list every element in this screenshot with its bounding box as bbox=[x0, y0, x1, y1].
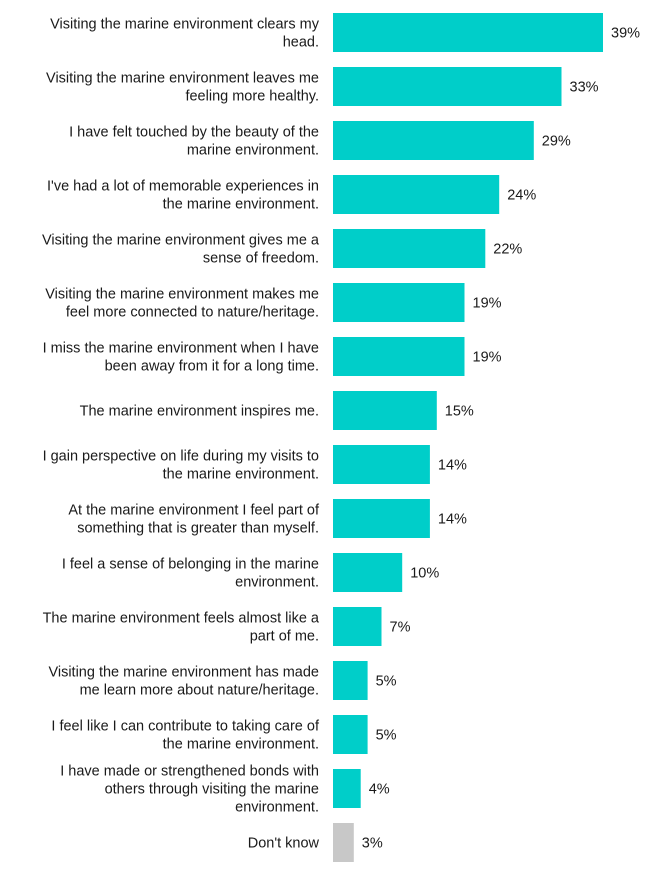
bar-12 bbox=[333, 661, 368, 700]
value-label-4: 22% bbox=[493, 242, 522, 258]
category-label-line: the marine environment. bbox=[163, 197, 319, 213]
bar-1 bbox=[333, 67, 562, 106]
bar-14 bbox=[333, 769, 361, 808]
category-label-line: I've had a lot of memorable experiences … bbox=[47, 179, 319, 195]
category-label-line: feeling more healthy. bbox=[185, 89, 319, 105]
category-label-line: I feel a sense of belonging in the marin… bbox=[62, 557, 319, 573]
category-label-14: I have made or strengthened bonds with ot… bbox=[60, 764, 319, 816]
category-label-line: The marine environment feels almost like… bbox=[43, 611, 320, 627]
category-label-9: At the marine environment I feel part of… bbox=[68, 503, 320, 537]
category-label-13: I feel like I can contribute to taking c… bbox=[51, 719, 320, 753]
category-label-7: The marine environment inspires me. bbox=[80, 404, 319, 420]
category-label-line: sense of freedom. bbox=[203, 251, 319, 267]
value-label-3: 24% bbox=[507, 188, 536, 204]
value-label-8: 14% bbox=[438, 458, 467, 474]
category-label-12: Visiting the marine environment has made… bbox=[48, 665, 319, 699]
bar-8 bbox=[333, 445, 430, 484]
category-label-line: the marine environment. bbox=[163, 737, 319, 753]
value-label-12: 5% bbox=[376, 674, 397, 690]
category-label-line: part of me. bbox=[250, 629, 319, 645]
category-label-line: The marine environment inspires me. bbox=[80, 404, 319, 420]
category-label-line: Visiting the marine environment has made bbox=[48, 665, 319, 681]
category-label-line: At the marine environment I feel part of bbox=[68, 503, 320, 519]
value-label-9: 14% bbox=[438, 512, 467, 528]
bar-7 bbox=[333, 391, 437, 430]
bar-5 bbox=[333, 283, 465, 322]
category-label-line: I have made or strengthened bonds with bbox=[60, 764, 319, 780]
category-label-2: I have felt touched by the beauty of the… bbox=[69, 125, 319, 159]
category-label-5: Visiting the marine environment makes me… bbox=[45, 287, 319, 321]
category-label-line: environment. bbox=[235, 575, 319, 591]
bar-11 bbox=[333, 607, 382, 646]
value-label-5: 19% bbox=[473, 296, 502, 312]
category-label-8: I gain perspective on life during my vis… bbox=[43, 449, 319, 483]
bar-15 bbox=[333, 823, 354, 862]
bar-3 bbox=[333, 175, 500, 214]
value-label-10: 10% bbox=[410, 566, 439, 582]
category-label-line: I have felt touched by the beauty of the bbox=[69, 125, 319, 141]
category-label-3: I've had a lot of memorable experiences … bbox=[47, 179, 319, 213]
category-label-10: I feel a sense of belonging in the marin… bbox=[62, 557, 319, 591]
category-label-line: head. bbox=[283, 35, 319, 51]
value-label-13: 5% bbox=[376, 728, 397, 744]
category-label-line: Visiting the marine environment clears m… bbox=[50, 17, 320, 33]
value-label-11: 7% bbox=[390, 620, 411, 636]
value-label-1: 33% bbox=[570, 80, 599, 96]
value-label-7: 15% bbox=[445, 404, 474, 420]
category-label-line: marine environment. bbox=[187, 143, 319, 159]
category-label-1: Visiting the marine environment leaves m… bbox=[46, 71, 319, 105]
bar-2 bbox=[333, 121, 534, 160]
category-label-4: Visiting the marine environment gives me… bbox=[42, 233, 320, 267]
value-label-6: 19% bbox=[473, 350, 502, 366]
category-label-11: The marine environment feels almost like… bbox=[43, 611, 320, 645]
bar-0 bbox=[333, 13, 603, 52]
bar-6 bbox=[333, 337, 465, 376]
category-label-line: others through visiting the marine bbox=[105, 782, 319, 798]
category-label-line: the marine environment. bbox=[163, 467, 319, 483]
value-label-2: 29% bbox=[542, 134, 571, 150]
category-label-line: been away from it for a long time. bbox=[105, 359, 319, 375]
category-label-15: Don't know bbox=[248, 836, 320, 852]
category-label-0: Visiting the marine environment clears m… bbox=[50, 17, 320, 51]
category-label-line: me learn more about nature/heritage. bbox=[80, 683, 319, 699]
category-label-line: I miss the marine environment when I hav… bbox=[43, 341, 319, 357]
category-label-line: I feel like I can contribute to taking c… bbox=[51, 719, 320, 735]
category-label-line: something that is greater than myself. bbox=[77, 521, 319, 537]
category-label-line: Visiting the marine environment leaves m… bbox=[46, 71, 319, 87]
bar-13 bbox=[333, 715, 368, 754]
category-label-line: I gain perspective on life during my vis… bbox=[43, 449, 319, 465]
category-label-line: environment. bbox=[235, 800, 319, 816]
bar-9 bbox=[333, 499, 430, 538]
category-label-6: I miss the marine environment when I hav… bbox=[43, 341, 319, 375]
category-label-line: Don't know bbox=[248, 836, 320, 852]
bar-10 bbox=[333, 553, 403, 592]
category-label-line: Visiting the marine environment gives me… bbox=[42, 233, 320, 249]
value-label-0: 39% bbox=[611, 26, 640, 42]
category-label-line: Visiting the marine environment makes me bbox=[45, 287, 319, 303]
bar-4 bbox=[333, 229, 486, 268]
value-label-15: 3% bbox=[362, 836, 383, 852]
category-label-line: feel more connected to nature/heritage. bbox=[66, 305, 319, 321]
value-label-14: 4% bbox=[369, 782, 390, 798]
